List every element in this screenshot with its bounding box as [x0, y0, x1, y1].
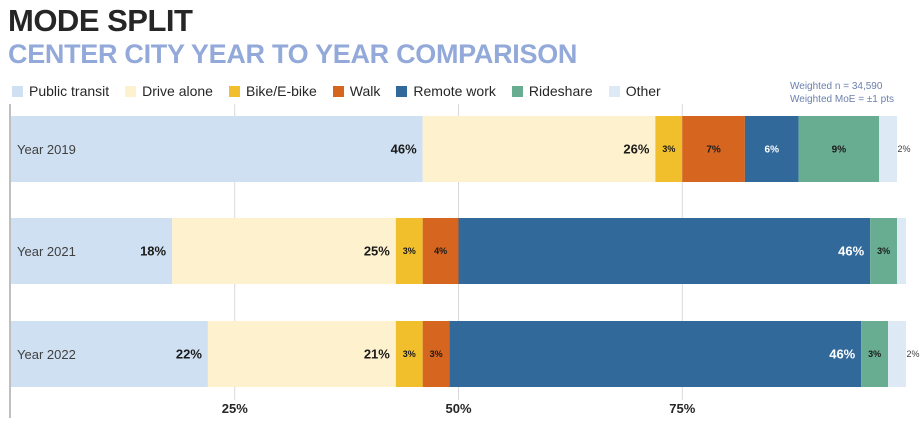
data-label: 4%	[434, 246, 447, 256]
bar-segment	[422, 321, 450, 387]
legend-label: Bike/E-bike	[245, 83, 317, 99]
legend: Public transit Drive alone Bike/E-bike Walk…	[12, 83, 677, 99]
bar-segment	[11, 116, 423, 182]
legend-label: Other	[625, 83, 661, 99]
legend-swatch	[125, 85, 137, 97]
category-label: Year 2021	[17, 244, 76, 259]
bar-segment	[458, 218, 871, 284]
margin-of-error-text: Weighted MoE = ±1 pts	[790, 94, 894, 105]
data-label: 9%	[832, 145, 847, 156]
legend-label: Public transit	[29, 83, 110, 99]
legend-item: Rideshare	[511, 83, 593, 99]
data-label: 3%	[403, 246, 416, 256]
bar-segment	[655, 116, 683, 182]
sample-size-text: Weighted n = 34,590	[790, 81, 883, 92]
bar-segment	[798, 116, 880, 182]
legend-label: Drive alone	[142, 83, 213, 99]
legend-item: Remote work	[396, 83, 496, 99]
data-label: 2%	[906, 349, 919, 359]
data-label: 25%	[364, 244, 390, 259]
legend-item: Drive alone	[125, 83, 213, 99]
data-label: 22%	[176, 347, 202, 362]
data-label: 3%	[868, 349, 881, 359]
legend-swatch	[332, 85, 344, 97]
chart-subtitle: CENTER CITY YEAR TO YEAR COMPARISON	[8, 39, 578, 69]
legend-label: Remote work	[413, 83, 496, 99]
data-label: 3%	[662, 144, 675, 154]
x-tick-label: 50%	[445, 401, 471, 416]
legend-swatch	[12, 85, 23, 97]
category-label: Year 2022	[17, 347, 76, 362]
data-label: 46%	[391, 142, 417, 157]
data-label: 18%	[140, 244, 166, 259]
data-label: 46%	[829, 347, 855, 362]
data-label: 3%	[430, 349, 443, 359]
bar-segment	[449, 321, 862, 387]
legend-swatch	[511, 85, 523, 97]
bar-segment	[682, 116, 745, 182]
chart-title: MODE SPLIT	[8, 3, 193, 38]
bar-segment	[395, 321, 423, 387]
data-label: 2%	[898, 144, 911, 154]
data-label: 26%	[623, 142, 649, 157]
legend-swatch	[396, 85, 408, 97]
legend-item: Walk	[332, 83, 381, 99]
sample-note: Weighted n = 34,590 Weighted MoE = ±1 pt…	[790, 80, 894, 106]
data-label: 3%	[877, 246, 890, 256]
bar-segment	[422, 218, 459, 284]
bar-segment	[861, 321, 889, 387]
bar-segment	[11, 218, 173, 284]
bar-segment	[422, 116, 656, 182]
legend-item: Other	[608, 83, 661, 99]
x-tick-label: 75%	[669, 401, 695, 416]
bar-segment	[11, 321, 208, 387]
bar-segment	[897, 218, 906, 284]
data-label: 3%	[403, 349, 416, 359]
bar-segment	[879, 116, 898, 182]
legend-swatch	[228, 85, 240, 97]
bar-segment	[207, 321, 396, 387]
legend-item: Public transit	[12, 83, 109, 99]
bar-segment	[395, 218, 423, 284]
data-label: 7%	[706, 145, 721, 156]
legend-swatch	[608, 85, 620, 97]
category-label: Year 2019	[17, 142, 76, 157]
bar-segment	[870, 218, 898, 284]
data-label: 46%	[838, 244, 864, 259]
legend-item: Bike/E-bike	[228, 83, 317, 99]
bar-segment	[744, 116, 799, 182]
bar-segment	[888, 321, 906, 387]
data-label: 6%	[765, 145, 780, 156]
x-tick-label: 25%	[222, 401, 248, 416]
data-label: 21%	[364, 347, 390, 362]
legend-label: Rideshare	[528, 83, 593, 99]
bar-segment	[172, 218, 396, 284]
legend-label: Walk	[349, 83, 381, 99]
